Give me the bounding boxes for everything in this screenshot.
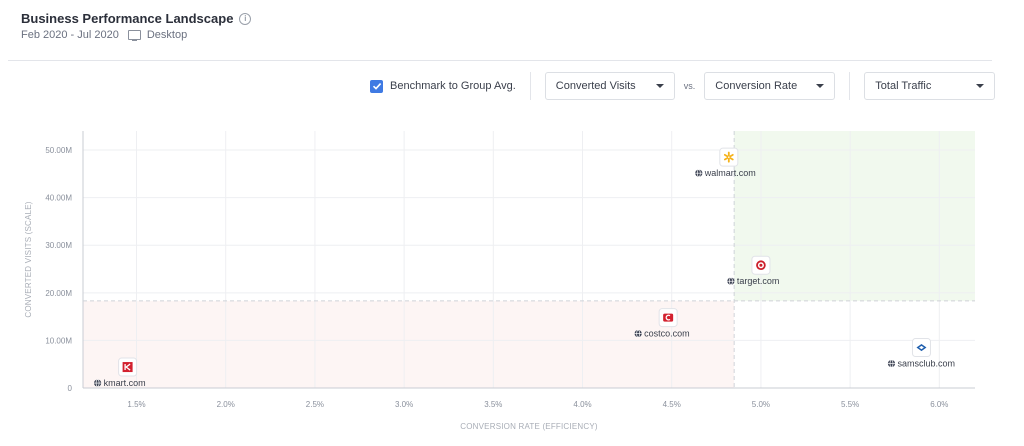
diamond-inner <box>919 345 924 350</box>
brand-logo-box <box>719 147 739 167</box>
x-tick-label: 2.5% <box>306 400 324 409</box>
benchmark-checkbox[interactable] <box>370 79 383 93</box>
size-metric-select[interactable]: Total Traffic <box>864 72 996 100</box>
y-tick-label: 0 <box>68 384 73 393</box>
y-tick-label: 10.00M <box>45 336 72 345</box>
spark-ray <box>729 153 734 158</box>
x-tick-label: 4.0% <box>573 400 591 409</box>
point-label: walmart.com <box>704 168 756 178</box>
benchmark-label: Benchmark to Group Avg. <box>390 80 516 92</box>
y-metric-value: Converted Visits <box>555 80 636 92</box>
data-point-kmart[interactable]: kmart.com <box>94 357 146 388</box>
kmart-k <box>124 363 131 371</box>
x-tick-label: 4.5% <box>663 400 681 409</box>
info-icon[interactable]: i <box>239 12 252 25</box>
spark-ray <box>723 157 729 161</box>
costco-c <box>665 314 671 321</box>
y-tick-label: 30.00M <box>45 241 72 250</box>
vs-label: vs. <box>683 81 696 91</box>
chevron-down-icon <box>655 84 664 88</box>
controls-separator <box>849 72 851 100</box>
x-tick-label: 3.0% <box>395 400 413 409</box>
data-point-walmart[interactable]: walmart.com <box>695 147 756 178</box>
bullseye-center <box>759 263 763 267</box>
header-divider <box>8 60 992 61</box>
point-label: costco.com <box>644 329 690 339</box>
x-metric-value: Conversion Rate <box>715 80 798 92</box>
kmart-mark <box>122 362 133 373</box>
y-tick-label: 20.00M <box>45 289 72 298</box>
spark-ray <box>723 153 729 158</box>
leader-quadrant <box>734 131 975 301</box>
data-point-samsclub[interactable]: samsclub.com <box>887 338 955 369</box>
y-axis-title: CONVERTED VISITS (SCALE) <box>24 201 33 317</box>
x-tick-label: 5.5% <box>841 400 859 409</box>
y-tick-label: 40.00M <box>45 194 72 203</box>
y-tick-label: 50.00M <box>45 146 72 155</box>
point-label: kmart.com <box>104 378 146 388</box>
check-icon <box>372 83 381 90</box>
y-metric-select[interactable]: Converted Visits <box>544 72 675 100</box>
x-tick-label: 2.0% <box>217 400 235 409</box>
laggard-quadrant <box>83 300 735 388</box>
chevron-down-icon <box>816 84 825 88</box>
data-point-target[interactable]: target.com <box>727 255 780 286</box>
chevron-down-icon <box>976 84 985 88</box>
x-axis-title: CONVERSION RATE (EFFICIENCY) <box>460 422 598 431</box>
desktop-icon <box>127 30 141 41</box>
page-header: Business Performance Landscape i Feb 202… <box>21 11 252 41</box>
chart-controls: Benchmark to Group Avg. Converted Visits… <box>370 71 996 101</box>
device-label: Desktop <box>146 29 188 41</box>
x-metric-select[interactable]: Conversion Rate <box>704 72 836 100</box>
spark-ray <box>729 157 734 161</box>
controls-separator <box>529 72 531 100</box>
size-metric-value: Total Traffic <box>875 80 932 92</box>
x-tick-label: 5.0% <box>752 400 770 409</box>
x-tick-label: 1.5% <box>127 400 145 409</box>
x-tick-label: 6.0% <box>930 400 948 409</box>
point-label: samsclub.com <box>897 359 955 369</box>
point-label: target.com <box>737 276 780 286</box>
costco-mark <box>663 313 674 322</box>
date-range: Feb 2020 - Jul 2020 <box>21 29 119 41</box>
x-tick-label: 3.5% <box>484 400 502 409</box>
page-title: Business Performance Landscape <box>21 11 234 26</box>
data-point-costco[interactable]: costco.com <box>634 308 690 339</box>
